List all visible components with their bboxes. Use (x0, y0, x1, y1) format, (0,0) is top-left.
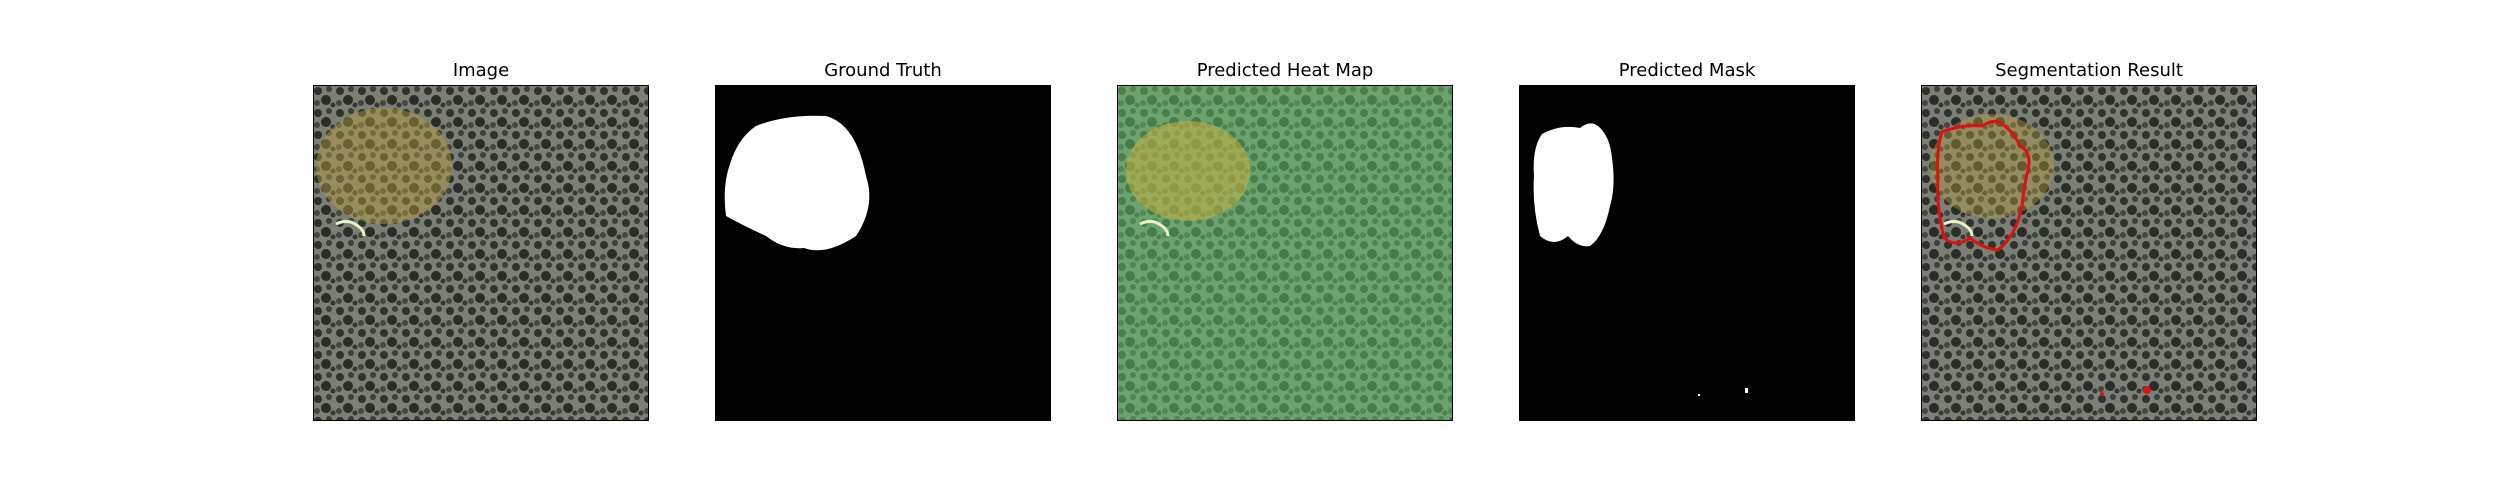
segmentation-frame (1921, 85, 2257, 421)
leaf-curl (1943, 219, 1974, 237)
original-image (314, 86, 648, 420)
heat-map (1118, 86, 1452, 420)
leaf-curl (1139, 219, 1170, 237)
panel-predicted-mask: Predicted Mask (1519, 0, 1855, 430)
image-frame (313, 85, 649, 421)
segmentation-speck (2143, 386, 2151, 394)
predicted-region (1533, 123, 1614, 247)
ground-truth-frame (715, 85, 1051, 421)
panel-title: Segmentation Result (1995, 60, 2183, 81)
lesion-region (316, 108, 452, 224)
panel-heat-map: Predicted Heat Map (1117, 0, 1453, 430)
predicted-mask-frame (1519, 85, 1855, 421)
panel-title: Predicted Heat Map (1196, 60, 1374, 81)
predicted-mask (1520, 86, 1854, 420)
panel-title: Ground Truth (824, 60, 942, 81)
segmentation-result (1922, 86, 2256, 420)
panel-title: Predicted Mask (1618, 60, 1756, 81)
segmentation-speck (2100, 392, 2104, 396)
segmentation-contour (1936, 119, 2031, 252)
panel-title: Image (452, 60, 510, 81)
leaf-curl (335, 219, 366, 237)
panel-ground-truth: Ground Truth (715, 0, 1051, 430)
predicted-speck (1745, 388, 1748, 393)
heat-map-frame (1117, 85, 1453, 421)
panel-image: Image (313, 0, 649, 430)
panel-segmentation-result: Segmentation Result (1921, 0, 2257, 430)
predicted-speck (1698, 394, 1700, 396)
ground-truth-region (724, 115, 870, 251)
ground-truth-mask (716, 86, 1050, 420)
heat-map-hotspot (1126, 121, 1250, 221)
